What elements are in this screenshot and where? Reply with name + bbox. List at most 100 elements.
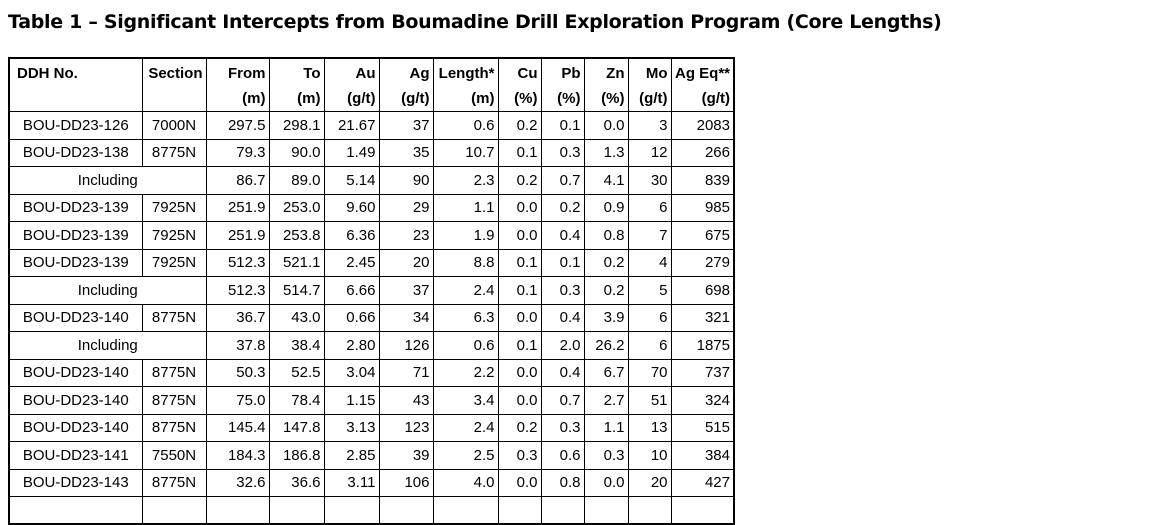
value-cell-au: 2.80: [323, 331, 380, 360]
table-row: BOU-DD23-138 8775N 79.3 90.0 1.49 35 10.7 0.1 0.…: [8, 138, 735, 167]
column-header-ag: Ag (g/t): [378, 57, 434, 112]
table-row: BOU-DD23-139 7925N 512.3 521.1 2.45 20 8.8 0.1 0…: [8, 248, 735, 277]
value-cell-cu: 0.0: [497, 358, 542, 387]
column-unit: (m): [242, 90, 266, 107]
value-cell-cu: 0.0: [497, 221, 542, 250]
value-cell-pb: 0.3: [540, 138, 585, 167]
ddh-no-cell: BOU-DD23-143: [8, 468, 143, 497]
value-cell-cu: 0.1: [497, 331, 542, 360]
column-unit: (g/t): [347, 90, 376, 107]
value-cell-length: 0.6: [432, 111, 499, 140]
value-cell-cu: 0.0: [497, 303, 542, 332]
value-cell-zn: 3.9: [583, 303, 629, 332]
value-cell-length: 2.2: [432, 358, 499, 387]
value-cell-au: 2.45: [323, 248, 380, 277]
column-label: Mo: [645, 65, 668, 82]
column-unit: (m): [471, 90, 495, 107]
column-label: Zn: [606, 65, 625, 82]
value-cell-to: 147.8: [268, 413, 325, 442]
column-label: Ag Eq**: [674, 65, 730, 82]
value-cell-mo: 30: [627, 166, 672, 195]
ddh-no-cell: BOU-DD23-126: [8, 111, 143, 140]
value-cell-pb: 0.1: [540, 111, 585, 140]
value-cell-length: 4.0: [432, 468, 499, 497]
ddh-no-cell: BOU-DD23-140: [8, 386, 143, 415]
table-row: BOU-DD23-139 7925N 251.9 253.8 6.36 23 1.9 0.0 0…: [8, 221, 735, 250]
section-cell: 8775N: [141, 303, 207, 332]
value-cell-from: 512.3: [205, 248, 270, 277]
value-cell-length: 3.4: [432, 386, 499, 415]
value-cell-ag: 71: [378, 358, 434, 387]
value-cell-ag-eq: 515: [670, 413, 735, 442]
value-cell-to: 43.0: [268, 303, 325, 332]
value-cell-zn: 4.1: [583, 166, 629, 195]
including-row: Including 512.3 514.7 6.66 37 2.4 0.1 0.3 0.2 5 69…: [8, 276, 735, 305]
empty-cell: [497, 496, 542, 525]
ddh-no-cell: BOU-DD23-140: [8, 413, 143, 442]
empty-cell: [627, 496, 672, 525]
value-cell-ag-eq: 985: [670, 193, 735, 222]
value-cell-ag: 126: [378, 331, 434, 360]
column-header-cu: Cu (%): [497, 57, 542, 112]
value-cell-mo: 7: [627, 221, 672, 250]
value-cell-length: 1.1: [432, 193, 499, 222]
value-cell-from: 36.7: [205, 303, 270, 332]
empty-cell: [670, 496, 735, 525]
value-cell-mo: 6: [627, 331, 672, 360]
ddh-no-cell: BOU-DD23-139: [8, 248, 143, 277]
value-cell-ag-eq: 839: [670, 166, 735, 195]
value-cell-mo: 20: [627, 468, 672, 497]
value-cell-cu: 0.0: [497, 193, 542, 222]
value-cell-zn: 0.2: [583, 276, 629, 305]
value-cell-ag: 90: [378, 166, 434, 195]
header-row: DDH No. Section From (m) To (m) Au (g/t) Ag (g/t)…: [8, 57, 735, 112]
value-cell-cu: 0.1: [497, 138, 542, 167]
value-cell-pb: 0.4: [540, 358, 585, 387]
column-unit: (%): [601, 90, 625, 107]
value-cell-ag-eq: 427: [670, 468, 735, 497]
value-cell-to: 52.5: [268, 358, 325, 387]
section-cell: 8775N: [141, 138, 207, 167]
value-cell-zn: 2.7: [583, 386, 629, 415]
value-cell-ag-eq: 321: [670, 303, 735, 332]
empty-cell: [378, 496, 434, 525]
table-row: BOU-DD23-143 8775N 32.6 36.6 3.11 106 4.0 0.0 0.…: [8, 468, 735, 497]
value-cell-au: 9.60: [323, 193, 380, 222]
value-cell-ag: 34: [378, 303, 434, 332]
value-cell-to: 253.0: [268, 193, 325, 222]
value-cell-ag: 20: [378, 248, 434, 277]
column-unit: (m): [297, 90, 321, 107]
value-cell-length: 2.4: [432, 413, 499, 442]
value-cell-pb: 0.7: [540, 386, 585, 415]
table-body: BOU-DD23-126 7000N 297.5 298.1 21.67 37 0.6 0.2…: [8, 111, 735, 525]
value-cell-ag: 23: [378, 221, 434, 250]
column-header-zn: Zn (%): [583, 57, 629, 112]
value-cell-pb: 0.8: [540, 468, 585, 497]
intercepts-table: DDH No. Section From (m) To (m) Au (g/t) Ag (g/t)…: [8, 57, 735, 525]
table-title: Table 1 – Significant Intercepts from Bo…: [8, 11, 942, 33]
column-unit: (g/t): [639, 90, 668, 107]
page: { "title": "Table 1 \u2013 Significant I…: [8, 11, 942, 525]
column-label: Ag: [409, 65, 430, 82]
value-cell-length: 8.8: [432, 248, 499, 277]
value-cell-zn: 0.0: [583, 468, 629, 497]
value-cell-cu: 0.2: [497, 413, 542, 442]
value-cell-mo: 6: [627, 303, 672, 332]
value-cell-length: 6.3: [432, 303, 499, 332]
value-cell-mo: 70: [627, 358, 672, 387]
value-cell-ag: 123: [378, 413, 434, 442]
value-cell-mo: 13: [627, 413, 672, 442]
value-cell-ag: 37: [378, 276, 434, 305]
value-cell-length: 2.3: [432, 166, 499, 195]
empty-cell: [323, 496, 380, 525]
table-row: BOU-DD23-140 8775N 75.0 78.4 1.15 43 3.4 0.0 0.7…: [8, 386, 735, 415]
ddh-no-cell: BOU-DD23-138: [8, 138, 143, 167]
value-cell-cu: 0.3: [497, 441, 542, 470]
value-cell-mo: 6: [627, 193, 672, 222]
value-cell-zn: 1.1: [583, 413, 629, 442]
value-cell-pb: 0.6: [540, 441, 585, 470]
table-row: BOU-DD23-139 7925N 251.9 253.0 9.60 29 1.1 0.0 0…: [8, 193, 735, 222]
value-cell-ag: 35: [378, 138, 434, 167]
value-cell-to: 38.4: [268, 331, 325, 360]
ddh-no-cell: BOU-DD23-139: [8, 193, 143, 222]
